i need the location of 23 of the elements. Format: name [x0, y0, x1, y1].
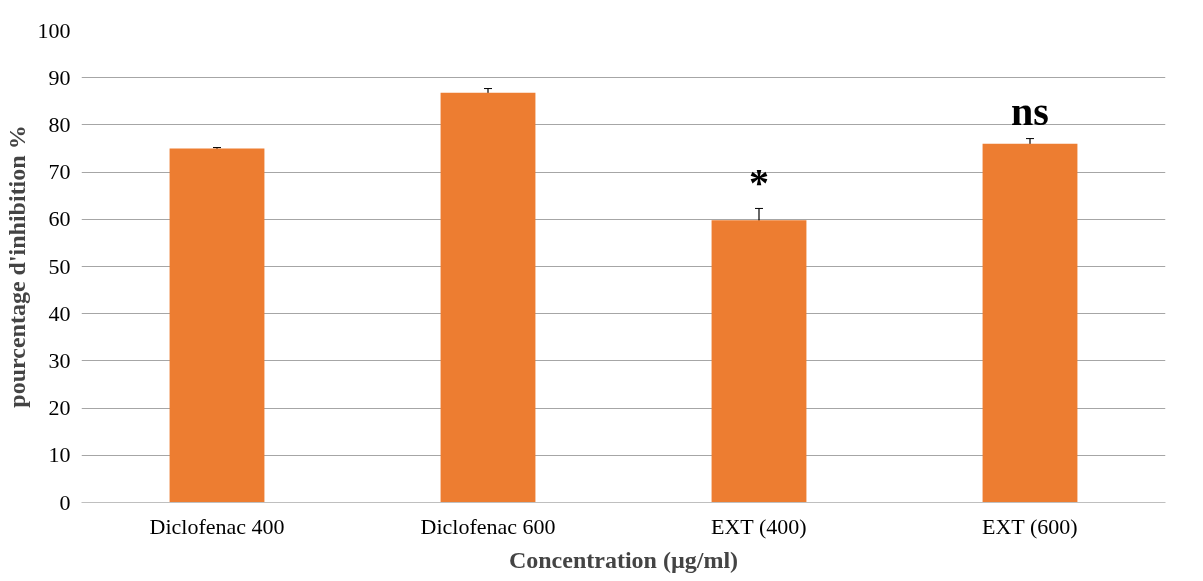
annotation: ns — [1011, 89, 1049, 135]
y-tick-label: 60 — [48, 206, 71, 232]
x-axis-title: Concentration (µg/ml) — [508, 546, 739, 573]
annotation: * — [749, 160, 769, 206]
bar — [169, 148, 265, 503]
y-axis-title: pourcentage d'inhibition % — [3, 125, 30, 408]
y-tick-label: 0 — [59, 489, 71, 515]
x-tick-label: EXT (600) — [982, 513, 1078, 539]
y-tick-label: 30 — [48, 347, 71, 373]
y-tick-label: 20 — [48, 395, 71, 421]
y-tick-label: 50 — [48, 253, 71, 279]
y-tick-label: 90 — [48, 64, 71, 90]
bar — [711, 220, 807, 503]
y-tick-label: 80 — [48, 111, 71, 137]
y-tick-label: 100 — [37, 17, 71, 43]
y-tick-label: 40 — [48, 300, 71, 326]
x-tick-label: Diclofenac 400 — [149, 513, 285, 539]
bar — [440, 92, 536, 503]
bar — [982, 143, 1078, 503]
y-tick-label: 10 — [48, 442, 71, 468]
y-tick-label: 70 — [48, 159, 71, 185]
x-tick-label: EXT (400) — [711, 513, 807, 539]
x-tick-label: Diclofenac 600 — [420, 513, 556, 539]
